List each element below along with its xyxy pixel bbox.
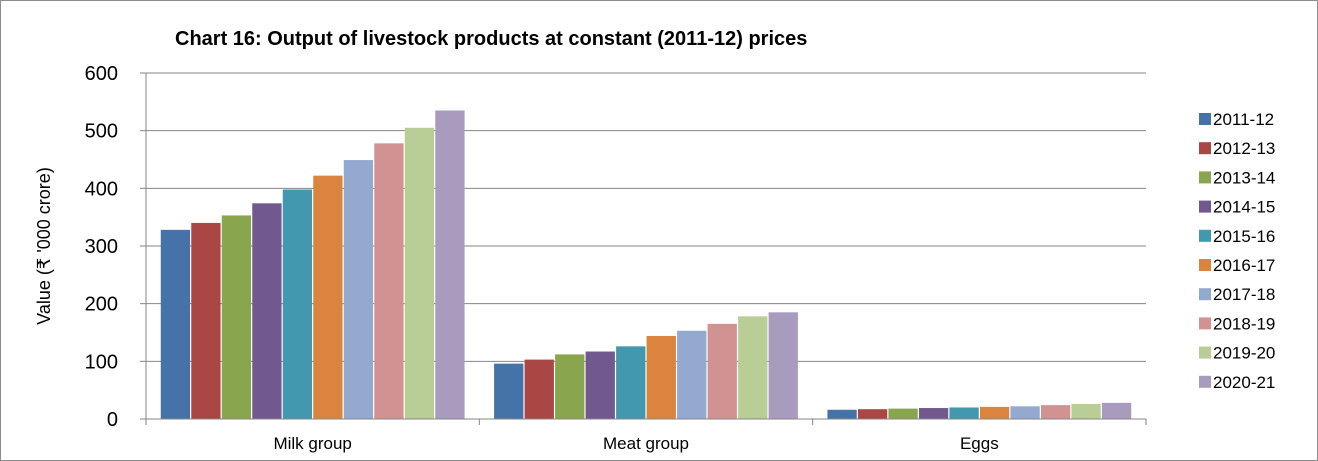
- bar-2014-15: [252, 203, 281, 419]
- y-tick-labels: 0 100 200 300 400 500 600: [85, 63, 118, 431]
- bar-2016-17: [313, 176, 342, 419]
- bar-2015-16: [949, 407, 978, 419]
- legend-label: 2018-19: [1213, 314, 1275, 333]
- legend-swatch: [1199, 288, 1211, 300]
- bar-2017-18: [1010, 406, 1039, 419]
- bar-2017-18: [677, 331, 706, 419]
- legend: 2011-12 2012-13 2013-14 2014-15 2015-16 2016-…: [1199, 110, 1275, 392]
- legend-label: 2016-17: [1213, 256, 1275, 275]
- bar-2018-19: [1041, 405, 1070, 419]
- bar-2015-16: [283, 189, 312, 419]
- y-tick-label: 200: [85, 294, 118, 316]
- bar-2020-21: [769, 312, 798, 419]
- legend-swatch: [1199, 317, 1211, 329]
- y-tick-label: 600: [85, 63, 118, 85]
- bar-2017-18: [344, 160, 373, 419]
- bar-2012-13: [191, 223, 220, 419]
- bar-2012-13: [525, 360, 554, 419]
- legend-swatch: [1199, 259, 1211, 271]
- bar-2015-16: [616, 346, 645, 419]
- bar-2012-13: [858, 409, 887, 419]
- legend-label: 2014-15: [1213, 198, 1275, 217]
- legend-swatch: [1199, 347, 1211, 359]
- legend-label: 2019-20: [1213, 344, 1275, 363]
- legend-swatch: [1199, 376, 1211, 388]
- bar-2013-14: [222, 215, 251, 419]
- legend-label: 2012-13: [1213, 139, 1275, 158]
- bar-2019-20: [1071, 404, 1100, 419]
- legend-swatch: [1199, 230, 1211, 242]
- y-tick-label: 0: [107, 409, 118, 431]
- legend-label: 2013-14: [1213, 168, 1275, 187]
- y-tick-label: 500: [85, 121, 118, 143]
- category-labels: Milk group Meat group Eggs: [273, 434, 998, 453]
- bar-2014-15: [919, 408, 948, 419]
- category-label: Milk group: [273, 434, 351, 453]
- legend-swatch: [1199, 201, 1211, 213]
- y-tick-label: 100: [85, 351, 118, 373]
- legend-swatch: [1199, 142, 1211, 154]
- legend-label: 2017-18: [1213, 285, 1275, 304]
- category-label: Meat group: [603, 434, 689, 453]
- y-tick-label: 300: [85, 236, 118, 258]
- bar-2019-20: [738, 316, 767, 419]
- legend-label: 2011-12: [1213, 110, 1274, 129]
- legend-swatch: [1199, 171, 1211, 183]
- legend-label: 2015-16: [1213, 227, 1275, 246]
- category-label: Eggs: [960, 434, 999, 453]
- bar-2016-17: [647, 336, 676, 419]
- bar-2011-12: [494, 364, 523, 419]
- legend-label: 2020-21: [1213, 373, 1275, 392]
- bar-2018-19: [708, 324, 737, 419]
- chart-title: Chart 16: Output of livestock products a…: [175, 28, 807, 50]
- bar-2020-21: [435, 110, 464, 419]
- bar-2016-17: [980, 407, 1009, 419]
- bar-2019-20: [405, 128, 434, 419]
- bar-2014-15: [586, 352, 615, 419]
- bar-2013-14: [888, 409, 917, 419]
- bars: [161, 110, 1131, 419]
- legend-swatch: [1199, 113, 1211, 125]
- y-axis-label: Value (₹ '000 crore): [34, 167, 54, 325]
- bar-2011-12: [161, 230, 190, 419]
- bar-2011-12: [827, 410, 856, 419]
- bar-2020-21: [1102, 403, 1131, 419]
- bar-2018-19: [374, 143, 403, 419]
- y-tick-label: 400: [85, 178, 118, 200]
- bar-2013-14: [555, 354, 584, 419]
